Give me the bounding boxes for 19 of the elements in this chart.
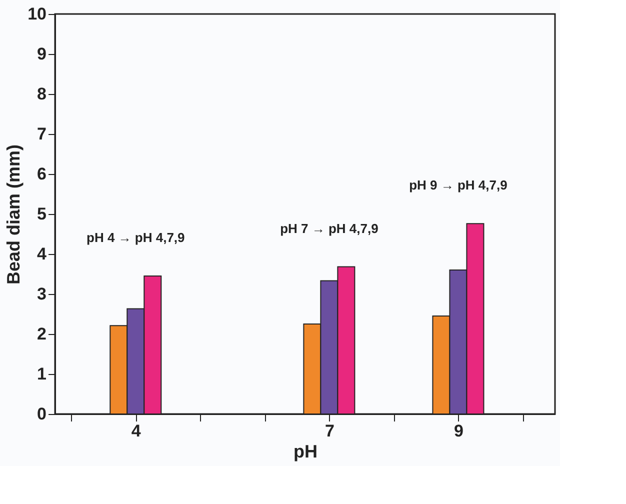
- y-tick-label: 5: [37, 204, 46, 224]
- y-tick-label: 8: [37, 84, 46, 104]
- y-axis-title: Bead diam (mm): [4, 144, 24, 285]
- y-tick-label: 2: [37, 324, 46, 344]
- y-tick-label: 7: [37, 124, 46, 144]
- annotation: pH 9 → pH 4,7,9: [409, 178, 508, 193]
- y-tick-label: 9: [37, 44, 46, 64]
- x-tick-label: 9: [454, 422, 464, 440]
- y-tick-label: 1: [37, 364, 46, 384]
- x-tick-label: 7: [324, 422, 334, 440]
- y-tick-label: 4: [37, 244, 48, 264]
- y-tick-label: 3: [37, 284, 46, 304]
- annotation: pH 7 → pH 4,7,9: [280, 220, 378, 236]
- x-axis-title: pH: [294, 442, 318, 462]
- x-tick-label: 4: [131, 422, 142, 440]
- annotation: pH 4 → pH 4,7,9: [86, 230, 185, 245]
- y-tick-label: 10: [28, 4, 46, 24]
- y-tick-label: 0: [37, 404, 46, 424]
- y-tick-label: 6: [37, 164, 46, 184]
